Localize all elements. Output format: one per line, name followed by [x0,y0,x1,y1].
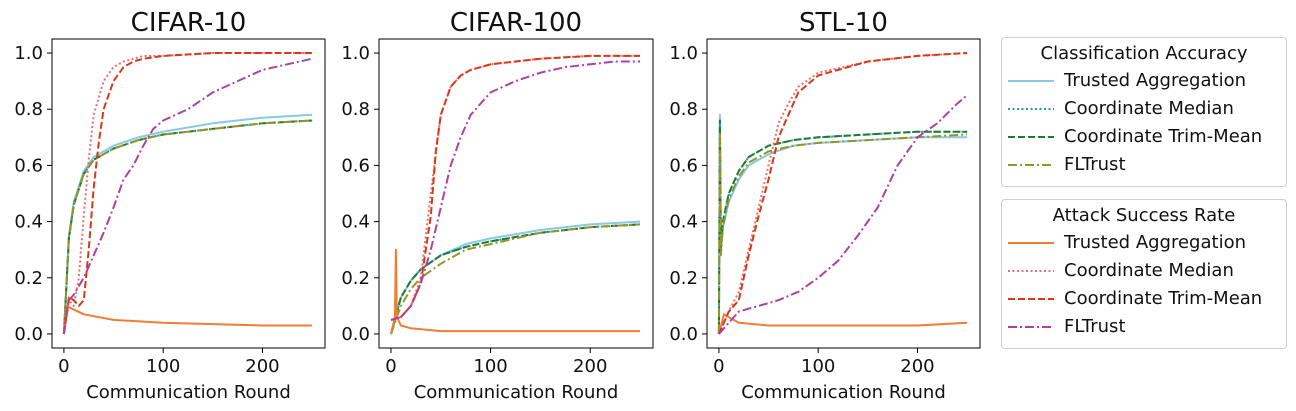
y-tick-label: 0.8 [14,99,43,120]
x-tick-label: 200 [900,356,934,377]
legend-title: Classification Accuracy [1040,43,1248,64]
chart-panel: STL-10 0.0 0.2 0.4 0.6 0.8 1.0 0 100 200 Communica… [669,8,981,403]
x-axis-label: Communication Round [414,382,619,403]
x-tick-label: 0 [58,356,69,377]
x-tick-label: 100 [146,356,180,377]
legend-item: FLTrust [1008,154,1126,175]
chart-panel: CIFAR-100 0.0 0.2 0.4 0.6 0.8 1.0 0 100 200 Commun… [341,8,654,403]
legend-item: Coordinate Median [1008,260,1234,281]
y-tick-label: 0.8 [669,99,698,120]
series-group [390,54,641,335]
chart-title: CIFAR-100 [450,8,582,38]
x-tick-label: 100 [801,356,835,377]
y-tick-label: 0.4 [14,212,43,233]
series-group [717,52,968,335]
x-tick-label: 0 [385,356,396,377]
series-line [62,113,313,335]
plot-frame [378,38,654,349]
y-tick-label: 0.6 [669,155,698,176]
series-line [390,54,640,321]
y-tick-label: 0.6 [341,155,370,176]
y-tick-label: 0.8 [341,99,370,120]
series-line [62,52,313,335]
series-line [62,57,313,335]
series-line [62,119,313,335]
series-line [390,223,641,335]
series-line [717,52,968,335]
series-line [390,60,640,321]
series-line [717,313,968,335]
y-tick-label: 1.0 [669,43,698,64]
series-line [390,223,641,335]
y-tick-label: 0.0 [341,324,370,345]
legend-item: Trusted Aggregation [1008,70,1246,91]
chart-title: STL-10 [799,8,888,38]
y-tick-label: 0.0 [14,324,43,345]
series-line [717,113,968,335]
y-tick-label: 0.6 [14,155,43,176]
legend-item: Coordinate Trim-Mean [1008,126,1263,147]
y-tick-label: 1.0 [341,43,370,64]
legend-classification-accuracy: Classification Accuracy Trusted Aggregat… [1001,37,1287,187]
series-line [718,94,968,335]
series-group [62,52,313,335]
y-tick-label: 1.0 [14,43,43,64]
series-line [62,52,313,335]
legend-title: Attack Success Rate [1052,205,1236,226]
y-tick-label: 0.4 [341,212,370,233]
x-tick-label: 0 [713,356,724,377]
y-tick-label: 0.4 [669,212,698,233]
series-line [62,304,313,335]
x-axis-label: Communication Round [741,382,946,403]
series-line [390,248,640,335]
y-tick-label: 0.2 [14,268,43,289]
legend-item: FLTrust [1008,316,1126,337]
series-line [390,54,640,321]
chart-panel: CIFAR-10 0.0 0.2 0.4 0.6 0.8 1.0 0 100 200 Communi… [14,8,326,403]
legend-item: Trusted Aggregation [1008,232,1246,253]
y-tick-label: 0.2 [341,268,370,289]
plot-frame [51,38,326,349]
x-tick-label: 100 [473,356,507,377]
chart-title: CIFAR-10 [131,8,247,38]
legend-attack-success-rate: Attack Success Rate Trusted Aggregation … [1001,199,1287,349]
x-axis-label: Communication Round [86,382,291,403]
legend-item: Coordinate Median [1008,98,1234,119]
legend-item: Coordinate Trim-Mean [1008,288,1263,309]
x-tick-label: 200 [573,356,607,377]
series-line [717,52,968,335]
series-line [717,130,968,335]
y-tick-label: 0.2 [669,268,698,289]
series-line [390,220,641,335]
plot-frame [706,38,981,349]
x-tick-label: 200 [245,356,279,377]
series-line [390,223,641,335]
y-tick-label: 0.0 [669,324,698,345]
